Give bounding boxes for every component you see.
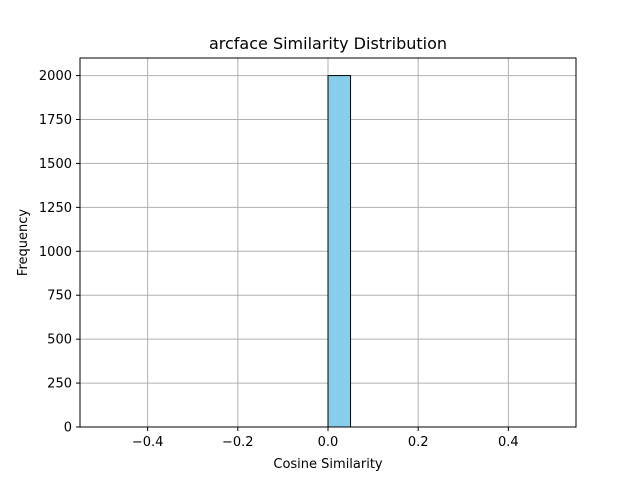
x-tick-label: 0.2 bbox=[408, 435, 429, 450]
y-tick-label: 750 bbox=[47, 289, 72, 304]
y-axis-label: Frequency bbox=[16, 209, 31, 276]
x-tick-label: 0.0 bbox=[318, 435, 339, 450]
histogram-bar bbox=[327, 75, 352, 428]
x-tick-label: −0.4 bbox=[132, 435, 164, 450]
x-tick-label: 0.4 bbox=[498, 435, 519, 450]
y-tick-label: 1500 bbox=[39, 157, 72, 172]
x-axis-ticks: −0.4 −0.2 0.0 0.2 0.4 bbox=[132, 427, 519, 450]
y-tick-label: 1000 bbox=[39, 245, 72, 260]
x-tick-label: −0.2 bbox=[222, 435, 254, 450]
y-axis-ticks: 0 250 500 750 1000 1250 1500 1750 2000 bbox=[39, 69, 80, 436]
y-tick-label: 1250 bbox=[39, 201, 72, 216]
x-axis-label: Cosine Similarity bbox=[273, 457, 383, 472]
histogram-bars bbox=[327, 75, 352, 428]
y-tick-label: 1750 bbox=[39, 113, 72, 128]
y-tick-label: 250 bbox=[47, 377, 72, 392]
y-tick-label: 2000 bbox=[39, 69, 72, 84]
chart-title: arcface Similarity Distribution bbox=[209, 34, 447, 53]
y-tick-label: 0 bbox=[64, 421, 72, 436]
y-tick-label: 500 bbox=[47, 333, 72, 348]
